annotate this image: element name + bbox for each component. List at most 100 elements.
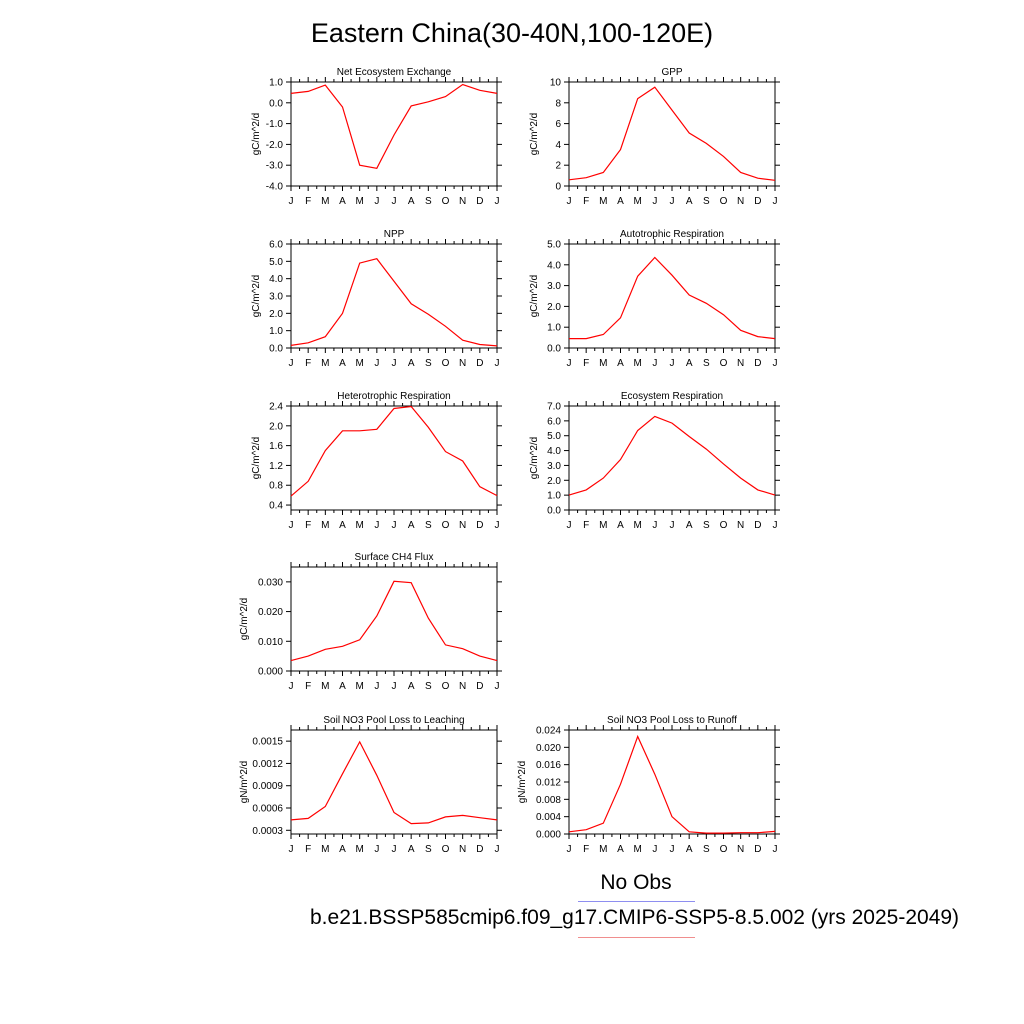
y-tick-label: 1.2 bbox=[269, 461, 283, 472]
x-tick-label: M bbox=[633, 358, 641, 369]
x-tick-label: J bbox=[495, 681, 500, 692]
x-tick-label: M bbox=[355, 681, 363, 692]
y-tick-label: 2.0 bbox=[547, 476, 561, 487]
x-tick-label: M bbox=[633, 196, 641, 207]
y-tick-label: 3.0 bbox=[547, 281, 561, 292]
x-tick-label: J bbox=[652, 196, 657, 207]
y-axis-label: gN/m^2/d bbox=[239, 761, 250, 804]
y-tick-label: 4 bbox=[555, 140, 561, 151]
y-tick-label: 0 bbox=[555, 182, 561, 193]
y-tick-label: 0.0012 bbox=[252, 759, 283, 770]
x-tick-label: O bbox=[720, 520, 728, 531]
y-tick-label: 0.0 bbox=[269, 344, 283, 355]
x-tick-label: F bbox=[305, 196, 311, 207]
y-tick-label: 0.000 bbox=[258, 667, 283, 678]
panel-title: Ecosystem Respiration bbox=[621, 391, 723, 402]
y-tick-label: 6.0 bbox=[269, 240, 283, 251]
x-tick-label: A bbox=[686, 358, 693, 369]
x-tick-label: A bbox=[339, 844, 346, 855]
x-tick-label: N bbox=[737, 358, 744, 369]
x-tick-label: J bbox=[495, 358, 500, 369]
y-tick-label: -3.0 bbox=[266, 161, 284, 172]
x-tick-label: M bbox=[599, 358, 607, 369]
x-tick-label: M bbox=[321, 196, 329, 207]
y-axis-label: gC/m^2/d bbox=[251, 113, 262, 156]
x-tick-label: J bbox=[392, 520, 397, 531]
y-tick-label: 2.4 bbox=[269, 402, 283, 413]
y-tick-label: 6 bbox=[555, 119, 561, 130]
x-tick-label: J bbox=[289, 844, 294, 855]
x-tick-label: J bbox=[670, 520, 675, 531]
x-tick-label: J bbox=[567, 358, 572, 369]
x-tick-label: J bbox=[392, 196, 397, 207]
panel-title: Autotrophic Respiration bbox=[620, 229, 724, 240]
y-tick-label: 1.0 bbox=[547, 491, 561, 502]
legend-model-swatch bbox=[578, 937, 695, 938]
x-tick-label: J bbox=[374, 681, 379, 692]
x-tick-label: J bbox=[495, 196, 500, 207]
series-line bbox=[568, 415, 776, 496]
x-tick-label: J bbox=[773, 520, 778, 531]
panel-title: GPP bbox=[661, 67, 682, 78]
plot-frame bbox=[290, 405, 498, 511]
x-tick-label: D bbox=[476, 196, 483, 207]
x-tick-label: J bbox=[567, 844, 572, 855]
legend-obs-label: No Obs bbox=[600, 871, 672, 894]
x-tick-label: O bbox=[720, 844, 728, 855]
x-tick-label: N bbox=[459, 844, 466, 855]
x-tick-label: A bbox=[617, 844, 624, 855]
plot-frame bbox=[568, 729, 776, 835]
y-axis-label: gC/m^2/d bbox=[239, 598, 250, 641]
x-tick-label: M bbox=[321, 681, 329, 692]
x-tick-label: J bbox=[374, 358, 379, 369]
y-tick-label: 0.0 bbox=[547, 506, 561, 517]
x-tick-label: O bbox=[442, 681, 450, 692]
y-tick-label: 4.0 bbox=[547, 446, 561, 457]
plot-frame bbox=[568, 405, 776, 511]
x-tick-label: N bbox=[459, 520, 466, 531]
panel-6: J F M A M J J A S O N D J0.0300.0200.0100.000Surface… bbox=[239, 552, 502, 692]
y-axis-label: gC/m^2/d bbox=[529, 113, 540, 156]
x-tick-label: M bbox=[633, 520, 641, 531]
y-tick-label: 2 bbox=[555, 161, 561, 172]
panel-3: J F M A M J J A S O N D J5.04.03.02.01.00.0Autotroph… bbox=[529, 229, 780, 369]
x-tick-label: S bbox=[703, 358, 710, 369]
x-tick-label: A bbox=[617, 358, 624, 369]
x-tick-label: A bbox=[617, 196, 624, 207]
x-tick-label: J bbox=[773, 844, 778, 855]
y-tick-label: 0.0015 bbox=[252, 737, 283, 748]
plot-frame bbox=[290, 243, 498, 349]
series-line bbox=[568, 86, 776, 181]
x-tick-label: N bbox=[459, 196, 466, 207]
x-tick-label: N bbox=[459, 358, 466, 369]
y-tick-label: 1.0 bbox=[269, 326, 283, 337]
x-tick-label: J bbox=[374, 196, 379, 207]
y-axis-label: gC/m^2/d bbox=[251, 275, 262, 318]
x-tick-label: J bbox=[567, 520, 572, 531]
panel-8: J F M A M J J A S O N D J0.0240.0200.0160.0120.0080.… bbox=[517, 715, 780, 855]
y-tick-label: 0.4 bbox=[269, 501, 283, 512]
x-tick-label: A bbox=[339, 196, 346, 207]
y-tick-label: 7.0 bbox=[547, 402, 561, 413]
x-tick-label: F bbox=[583, 520, 589, 531]
x-tick-label: F bbox=[583, 358, 589, 369]
y-tick-label: 0.020 bbox=[536, 743, 561, 754]
x-tick-label: A bbox=[617, 520, 624, 531]
y-tick-label: 0.012 bbox=[536, 778, 561, 789]
x-tick-label: J bbox=[289, 358, 294, 369]
x-tick-label: N bbox=[737, 844, 744, 855]
x-tick-label: J bbox=[652, 520, 657, 531]
x-tick-label: J bbox=[773, 358, 778, 369]
x-tick-label: D bbox=[754, 358, 761, 369]
y-tick-label: 0.0 bbox=[269, 98, 283, 109]
panel-7: J F M A M J J A S O N D J0.00150.00120.00090.00060.0… bbox=[239, 715, 502, 855]
y-tick-label: 4.0 bbox=[547, 260, 561, 271]
x-tick-label: M bbox=[355, 844, 363, 855]
y-tick-label: 0.8 bbox=[269, 481, 283, 492]
x-tick-label: F bbox=[583, 196, 589, 207]
x-tick-label: S bbox=[703, 844, 710, 855]
x-tick-label: A bbox=[408, 358, 415, 369]
y-tick-label: 2.0 bbox=[269, 309, 283, 320]
x-tick-label: F bbox=[305, 681, 311, 692]
